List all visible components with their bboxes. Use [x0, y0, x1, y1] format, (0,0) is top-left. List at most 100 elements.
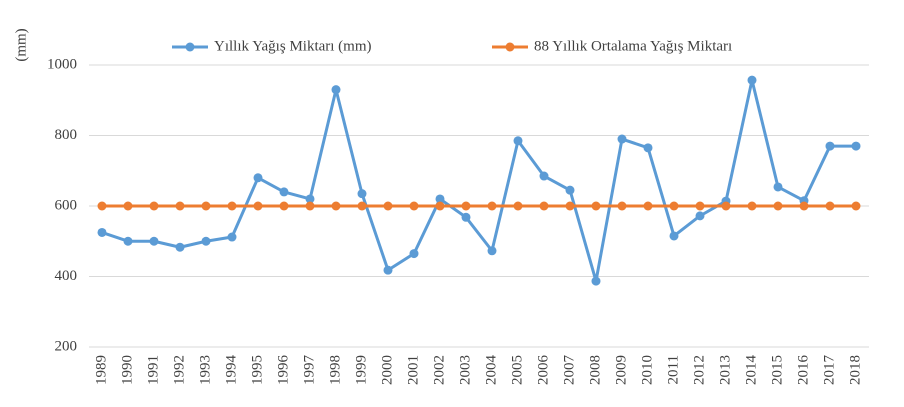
point: [227, 232, 237, 242]
point: [591, 276, 601, 286]
x-tick-label: 2007: [561, 355, 577, 386]
x-tick-label: 2011: [665, 355, 681, 384]
point: [175, 242, 185, 252]
x-tick-label: 2004: [483, 355, 499, 386]
x-tick-label: 2012: [691, 355, 707, 385]
x-tick-label: 2010: [639, 355, 655, 385]
x-tick-label: 2018: [847, 355, 863, 385]
point: [539, 171, 549, 181]
point: [331, 201, 341, 211]
x-tick-label: 1992: [171, 355, 187, 385]
point: [383, 201, 393, 211]
point: [643, 143, 653, 153]
point: [357, 189, 367, 199]
x-tick-label: 2008: [587, 355, 603, 385]
point: [617, 134, 627, 144]
series-line: [101, 78, 856, 283]
x-tick-label: 2000: [379, 355, 395, 385]
x-tick-label: 2001: [405, 355, 421, 385]
point: [279, 187, 289, 197]
point: [409, 201, 419, 211]
legend-marker: [185, 42, 195, 52]
point: [123, 236, 133, 246]
x-tick-label: 1998: [327, 355, 343, 385]
point: [253, 201, 263, 211]
point: [461, 212, 471, 222]
point: [305, 194, 315, 204]
point: [383, 265, 393, 275]
point: [97, 201, 107, 211]
point: [357, 201, 367, 211]
point: [721, 201, 731, 211]
legend-label: Yıllık Yağış Miktarı (mm): [214, 38, 372, 54]
x-tick-label: 2005: [509, 355, 525, 385]
x-tick-label: 2016: [795, 355, 811, 386]
x-tick-label: 1996: [275, 355, 291, 386]
point: [695, 201, 705, 211]
y-tick-label: 800: [55, 127, 78, 143]
y-tick-label: 200: [55, 338, 78, 354]
point: [669, 231, 679, 241]
point: [123, 201, 133, 211]
y-tick-label: 400: [55, 268, 78, 284]
point: [149, 236, 159, 246]
point: [851, 201, 861, 211]
point: [851, 141, 861, 151]
x-tick-label: 1990: [119, 355, 135, 385]
x-tick-label: 2017: [821, 355, 837, 386]
legend-marker: [505, 42, 515, 52]
point: [617, 201, 627, 211]
x-tick-label: 2013: [717, 355, 733, 385]
x-tick-label: 2009: [613, 355, 629, 385]
x-tick-label: 1999: [353, 355, 369, 385]
x-tick-label: 2006: [535, 355, 551, 386]
point: [435, 194, 445, 204]
point: [487, 201, 497, 211]
y-axis-label: (mm): [13, 28, 29, 61]
x-tick-label: 2015: [769, 355, 785, 385]
point: [305, 201, 315, 211]
point: [279, 201, 289, 211]
point: [409, 249, 419, 259]
point: [487, 246, 497, 256]
point: [773, 201, 783, 211]
point: [643, 201, 653, 211]
point: [331, 85, 341, 95]
point: [253, 173, 263, 183]
x-tick-label: 1997: [301, 355, 317, 386]
point: [201, 236, 211, 246]
legend-label: 88 Yıllık Ortalama Yağış Miktarı: [534, 38, 732, 54]
point: [695, 211, 705, 221]
point: [97, 227, 107, 237]
x-tick-label: 2002: [431, 355, 447, 385]
point: [747, 75, 757, 85]
point: [227, 201, 237, 211]
y-tick-label: 600: [55, 197, 78, 213]
x-tick-label: 2003: [457, 355, 473, 385]
point: [149, 201, 159, 211]
point: [825, 141, 835, 151]
point: [799, 201, 809, 211]
point: [513, 136, 523, 146]
x-tick-label: 1993: [197, 355, 213, 385]
point: [435, 201, 445, 211]
x-tick-label: 1989: [93, 355, 109, 385]
point: [669, 201, 679, 211]
point: [175, 201, 185, 211]
x-tick-label: 1995: [249, 355, 265, 385]
point: [747, 201, 757, 211]
x-tick-label: 1994: [223, 355, 239, 386]
y-tick-label: 1000: [47, 56, 77, 72]
point: [201, 201, 211, 211]
point: [513, 201, 523, 211]
point: [565, 185, 575, 195]
point: [591, 201, 601, 211]
point: [539, 201, 549, 211]
point: [773, 182, 783, 192]
x-tick-label: 1991: [145, 355, 161, 385]
point: [565, 201, 575, 211]
point: [461, 201, 471, 211]
x-tick-label: 2014: [743, 355, 759, 386]
point: [825, 201, 835, 211]
